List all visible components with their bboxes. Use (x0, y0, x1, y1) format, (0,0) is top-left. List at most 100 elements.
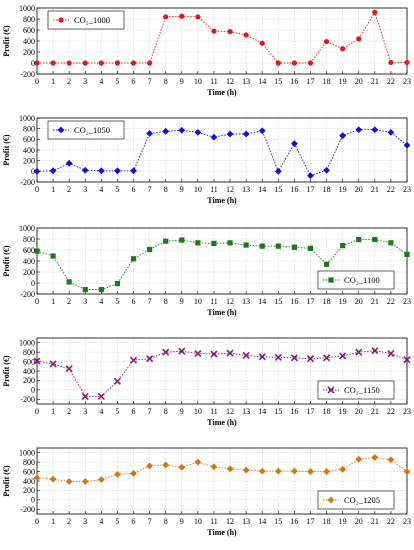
legend-box (317, 380, 395, 400)
legend-box (317, 490, 395, 510)
x-tick-label: 19 (339, 517, 347, 526)
y-tick-label: 400 (23, 37, 35, 46)
data-point (355, 126, 363, 134)
y-tick-label: 800 (23, 235, 35, 244)
x-tick-label: 6 (132, 297, 136, 306)
data-point (179, 237, 185, 243)
x-tick-label: 3 (83, 297, 87, 306)
legend-label: CO₂_1100 (344, 275, 380, 285)
x-tick-label: 11 (210, 407, 218, 416)
data-point (130, 167, 137, 175)
legend: CO₂_1000 (47, 10, 125, 30)
x-tick-label: 8 (164, 77, 168, 86)
data-point (178, 347, 186, 355)
data-point (404, 251, 410, 257)
x-tick-label: 15 (274, 407, 282, 416)
x-tick-label: 10 (194, 517, 202, 526)
x-tick-label: 13 (242, 77, 250, 86)
x-tick-label: 9 (180, 407, 184, 416)
x-tick-label: 21 (371, 517, 379, 526)
data-point (210, 350, 218, 358)
chart-panel-3: 0 1 2 3 4 5 6 7 8 9 10 11 12 13 14 15 16 17 18 19 20 21 22 23-2… (2, 224, 411, 317)
data-point (33, 167, 41, 175)
y-axis-label: Profit (€) (2, 134, 11, 166)
series-line (36, 239, 408, 291)
y-axis-label: Profit (€) (2, 465, 11, 497)
data-point (258, 353, 266, 361)
x-tick-label: 11 (210, 77, 218, 86)
y-axis-label: Profit (€) (2, 245, 11, 277)
chart-panel-4: 0 1 2 3 4 5 6 7 8 9 10 11 12 13 14 15 16 17 18 19 20 21 22 23-2… (2, 337, 411, 427)
data-point (388, 59, 394, 66)
x-tick-label: 15 (274, 517, 282, 526)
data-point (50, 253, 56, 259)
x-tick-label: 14 (258, 407, 266, 416)
y-tick-label: 0 (31, 496, 35, 505)
data-point (146, 130, 154, 137)
data-point (179, 13, 185, 19)
y-tick-label: -200 (20, 70, 35, 79)
y-tick-label: 1000 (19, 224, 35, 233)
data-point (195, 14, 201, 20)
y-tick-label: -200 (20, 290, 35, 299)
x-tick-label: 18 (323, 297, 331, 306)
legend-box (47, 10, 125, 30)
data-point (130, 470, 137, 477)
x-tick-label: 14 (258, 185, 266, 194)
data-point (49, 167, 57, 175)
data-point (291, 60, 297, 66)
data-point (372, 9, 378, 15)
data-point (242, 351, 250, 360)
x-tick-label: 17 (306, 297, 314, 306)
data-point (355, 455, 363, 463)
data-point (163, 238, 169, 244)
x-tick-label: 8 (164, 407, 168, 416)
x-axis-label: Time (h) (207, 196, 237, 205)
data-point (98, 287, 104, 293)
data-point (130, 60, 137, 66)
data-point (34, 60, 40, 66)
y-tick-label: 600 (23, 357, 35, 366)
legend: CO₂_1050 (47, 120, 125, 140)
y-tick-label: 1000 (19, 4, 35, 13)
x-tick-label: 12 (226, 77, 234, 86)
x-tick-label: 5 (115, 517, 119, 526)
x-tick-label: 1 (51, 185, 55, 194)
x-tick-label: 7 (148, 407, 152, 416)
x-tick-label: 14 (258, 297, 266, 306)
data-point (290, 467, 298, 475)
data-point (274, 467, 282, 475)
data-point (275, 60, 281, 66)
legend-box (317, 270, 395, 290)
legend-box (47, 120, 125, 140)
data-point (371, 347, 379, 355)
x-tick-label: 21 (371, 407, 379, 416)
x-tick-label: 22 (387, 185, 395, 194)
data-point (210, 463, 218, 471)
y-tick-label: 600 (23, 467, 35, 476)
data-point (226, 349, 234, 357)
x-tick-label: 3 (83, 517, 87, 526)
x-tick-label: 6 (132, 407, 136, 416)
x-tick-label: 19 (339, 77, 347, 86)
x-tick-label: 19 (339, 297, 347, 306)
data-point (371, 454, 379, 461)
data-point (322, 354, 331, 362)
data-point (226, 130, 234, 138)
x-tick-label: 23 (403, 297, 411, 306)
data-point (306, 355, 315, 363)
x-tick-label: 13 (242, 185, 250, 194)
x-tick-label: 5 (115, 297, 119, 306)
data-point (307, 172, 314, 179)
data-point (259, 40, 265, 46)
legend-marker (58, 17, 64, 23)
data-point (82, 60, 88, 66)
x-tick-label: 22 (387, 407, 395, 416)
x-tick-label: 20 (355, 517, 363, 526)
x-tick-label: 20 (355, 407, 363, 416)
series-line (36, 456, 408, 482)
x-tick-label: 12 (226, 407, 234, 416)
x-tick-label: 12 (226, 185, 234, 194)
data-point (146, 355, 154, 363)
x-tick-label: 7 (148, 517, 152, 526)
